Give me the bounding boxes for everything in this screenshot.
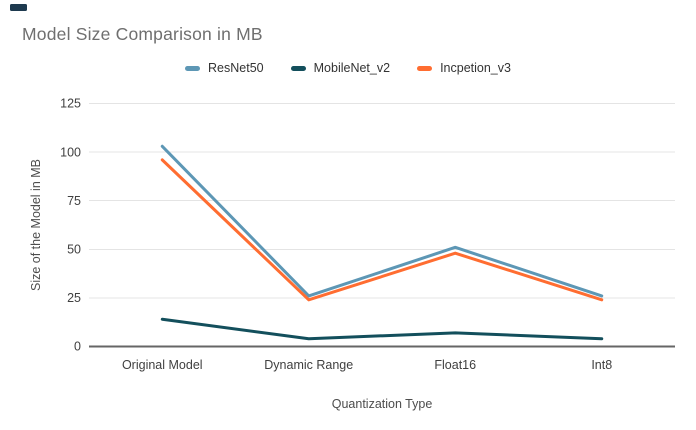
legend-swatch-icon bbox=[185, 65, 201, 71]
x-tick-label: Original Model bbox=[122, 358, 203, 372]
y-tick-label: 100 bbox=[60, 145, 81, 159]
y-tick-label: 75 bbox=[67, 194, 81, 208]
y-tick-label: 25 bbox=[67, 291, 81, 305]
series-line-MobileNet_v2 bbox=[160, 317, 604, 341]
legend-label: Incpetion_v3 bbox=[440, 61, 511, 75]
legend: ResNet50 MobileNet_v2 Incpetion_v3 bbox=[0, 60, 696, 76]
x-tick-label: Float16 bbox=[434, 358, 476, 372]
series-line-ResNet50 bbox=[160, 144, 604, 298]
y-axis-title: Size of the Model in MB bbox=[29, 158, 43, 292]
y-tick-label: 125 bbox=[60, 97, 81, 111]
legend-item: Incpetion_v3 bbox=[417, 61, 511, 75]
legend-item: MobileNet_v2 bbox=[290, 61, 391, 75]
x-tick-label: Int8 bbox=[591, 358, 612, 372]
legend-label: ResNet50 bbox=[208, 61, 264, 75]
selection-marker bbox=[10, 4, 27, 11]
legend-swatch-icon bbox=[290, 65, 306, 71]
legend-item: ResNet50 bbox=[185, 61, 264, 75]
x-tick-label: Dynamic Range bbox=[264, 358, 353, 372]
legend-label: MobileNet_v2 bbox=[313, 61, 391, 75]
chart-title: Model Size Comparison in MB bbox=[22, 24, 263, 44]
legend-swatch-icon bbox=[417, 65, 433, 71]
y-tick-label: 50 bbox=[67, 243, 81, 257]
series-line-Incpetion_v3 bbox=[160, 158, 604, 302]
x-axis-title: Quantization Type bbox=[331, 397, 433, 411]
y-tick-label: 0 bbox=[74, 340, 81, 354]
